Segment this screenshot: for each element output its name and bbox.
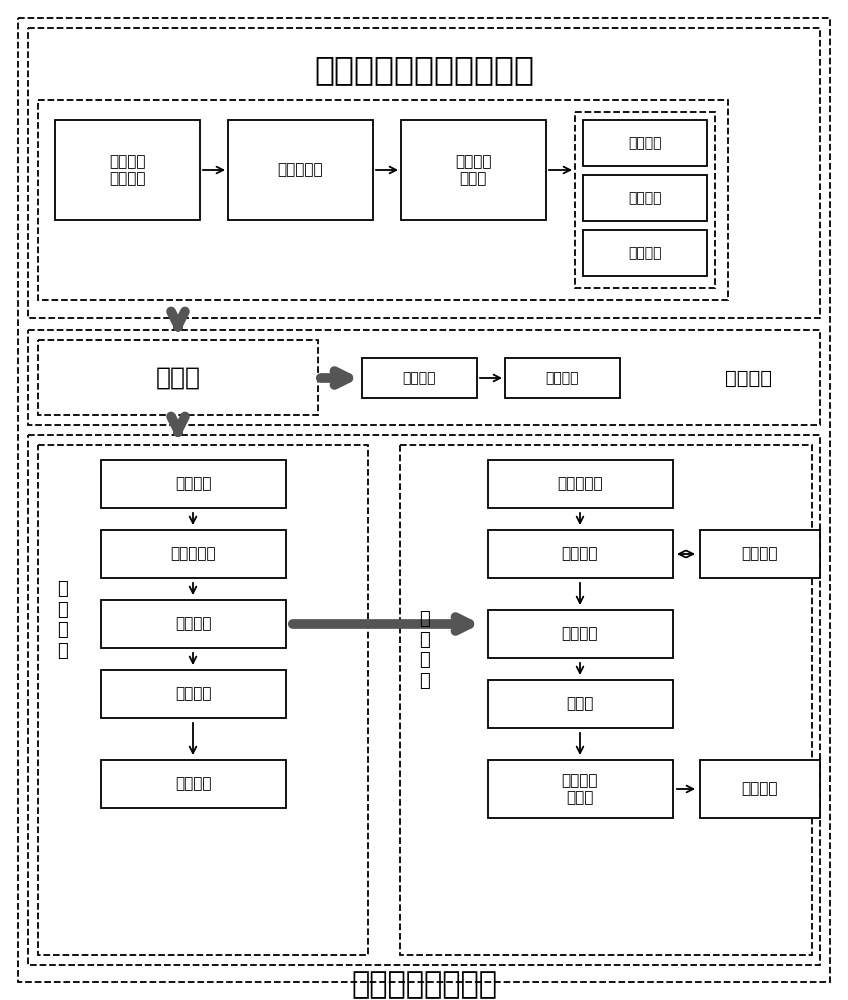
Text: 图表显示: 图表显示 [545, 371, 578, 385]
Text: 综合数据集: 综合数据集 [557, 477, 603, 491]
Text: 加载装置: 加载装置 [628, 191, 661, 205]
Text: 模型库: 模型库 [566, 696, 594, 712]
Text: 变速变载滚动轴承实验台: 变速变载滚动轴承实验台 [314, 53, 534, 87]
Text: 故障预测: 故障预测 [742, 782, 778, 796]
Bar [228, 120, 373, 220]
Bar [488, 680, 673, 728]
Bar [700, 530, 820, 578]
Text: 原始信号: 原始信号 [402, 371, 436, 385]
Bar [38, 100, 728, 300]
Text: 数
据
处
理: 数 据 处 理 [57, 580, 67, 660]
Text: 训练模型: 训练模型 [561, 546, 598, 562]
Bar [583, 230, 707, 276]
Bar [583, 120, 707, 166]
Bar [488, 530, 673, 578]
Bar [28, 435, 820, 965]
Bar [101, 600, 286, 648]
Text: 实际验证
与应用: 实际验证 与应用 [561, 773, 598, 805]
Text: 数据库: 数据库 [155, 366, 200, 390]
Text: 特征提取: 特征提取 [175, 616, 211, 632]
Text: 参数优化: 参数优化 [742, 546, 778, 562]
Text: 滚动轴承
实际工况: 滚动轴承 实际工况 [109, 154, 145, 186]
Bar [700, 760, 820, 818]
Text: 控制系统: 控制系统 [628, 136, 661, 150]
Text: 滚动轴承
实验台: 滚动轴承 实验台 [455, 154, 491, 186]
Bar [488, 760, 673, 818]
Bar [28, 28, 820, 318]
Bar [505, 358, 620, 398]
Text: 预测模型: 预测模型 [561, 626, 598, 642]
Bar [401, 120, 546, 220]
Bar [38, 340, 318, 415]
Bar [575, 112, 715, 288]
Bar [38, 445, 368, 955]
Text: 状态监测: 状态监测 [724, 368, 772, 387]
Text: 原始信号: 原始信号 [175, 477, 211, 491]
Bar [101, 760, 286, 808]
Bar [101, 530, 286, 578]
Bar [28, 330, 820, 425]
Text: 特征融合: 特征融合 [175, 776, 211, 792]
Bar [583, 175, 707, 221]
Text: 预
测
模
型: 预 测 模 型 [419, 610, 429, 690]
Bar [362, 358, 477, 398]
Text: 轴承智能信息系统: 轴承智能信息系统 [351, 970, 497, 1000]
Bar [55, 120, 200, 220]
Text: 特征降维: 特征降维 [175, 686, 211, 702]
Text: 测试系统: 测试系统 [628, 246, 661, 260]
Bar [400, 445, 812, 955]
Bar [101, 670, 286, 718]
Bar [488, 460, 673, 508]
Bar [101, 460, 286, 508]
Text: 等比例缩小: 等比例缩小 [277, 162, 323, 178]
Text: 数据预处理: 数据预处理 [170, 546, 215, 562]
Bar [488, 610, 673, 658]
